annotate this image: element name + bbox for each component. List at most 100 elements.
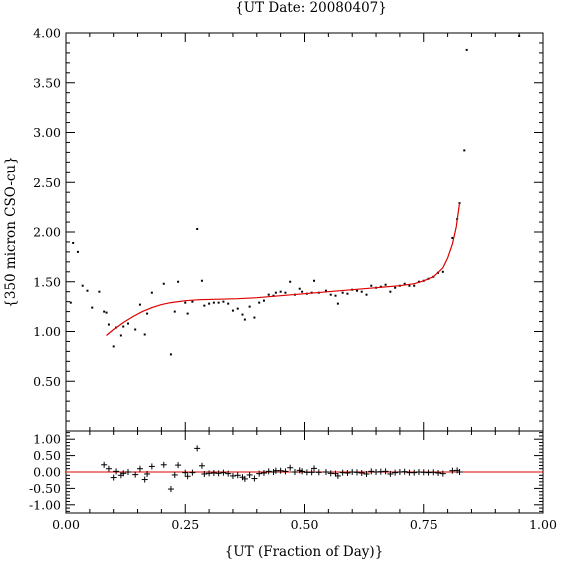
- data-point: [196, 228, 199, 231]
- residual-point: [105, 465, 112, 472]
- data-point: [76, 250, 79, 253]
- residual-point: [277, 467, 284, 474]
- residual-point: [251, 475, 258, 482]
- data-point: [284, 291, 287, 294]
- data-point: [212, 301, 215, 304]
- data-point: [267, 293, 270, 296]
- residual-point: [256, 470, 263, 477]
- data-point: [184, 301, 187, 304]
- residual-point: [358, 469, 365, 476]
- data-point: [289, 280, 292, 283]
- data-point: [91, 306, 94, 309]
- data-point: [200, 279, 203, 282]
- y-tick-label: 2.00: [33, 225, 61, 240]
- data-point: [253, 316, 256, 319]
- data-point: [98, 290, 101, 293]
- data-point: [241, 313, 244, 316]
- residual-point: [392, 469, 399, 476]
- data-point: [222, 300, 225, 303]
- data-point: [122, 325, 125, 328]
- x-tick-label: 0.75: [410, 517, 438, 532]
- residual-point: [287, 464, 294, 471]
- residual-point: [132, 471, 139, 478]
- data-point: [451, 236, 454, 239]
- data-point: [143, 333, 146, 336]
- data-point: [408, 284, 411, 287]
- residual-point: [334, 472, 341, 479]
- data-point: [465, 48, 468, 51]
- data-point: [112, 345, 115, 348]
- residual-point: [401, 468, 408, 475]
- residual-point: [194, 445, 201, 452]
- data-point: [365, 293, 368, 296]
- data-point: [248, 305, 251, 308]
- data-point: [279, 290, 282, 293]
- residual-point: [456, 469, 463, 475]
- residual-point: [368, 468, 375, 475]
- x-tick-label: 0.50: [291, 517, 319, 532]
- y-tick-label: -1.00: [29, 497, 61, 512]
- x-tick-label: 0.00: [52, 517, 80, 532]
- residual-point: [167, 486, 174, 493]
- data-point: [463, 149, 466, 152]
- data-point: [272, 294, 275, 297]
- residual-point: [241, 475, 248, 482]
- residual-point: [144, 470, 151, 477]
- residual-point: [282, 468, 289, 475]
- data-point: [324, 289, 327, 292]
- fit-curve-line: [106, 203, 461, 336]
- residual-point: [311, 465, 318, 472]
- data-point: [394, 286, 397, 289]
- data-point: [262, 299, 265, 302]
- residual-point: [215, 470, 222, 477]
- data-point: [69, 301, 72, 304]
- data-point: [81, 284, 84, 287]
- data-point: [370, 284, 373, 287]
- data-point: [169, 353, 172, 356]
- residual-point: [234, 472, 241, 479]
- data-point: [217, 301, 220, 304]
- x-tick-label: 1.00: [529, 517, 557, 532]
- data-point: [384, 283, 387, 286]
- residual-point: [220, 469, 227, 476]
- data-point: [301, 290, 304, 293]
- main-plot-frame: [65, 32, 544, 432]
- residual-point: [439, 470, 446, 477]
- residual-point: [260, 469, 267, 476]
- residual-point: [435, 469, 442, 476]
- data-point: [127, 322, 130, 325]
- data-point: [134, 328, 137, 331]
- data-point: [86, 289, 89, 292]
- residual-point: [246, 471, 253, 478]
- residual-point: [201, 470, 208, 477]
- y-tick-label: 3.00: [33, 125, 61, 140]
- residual-point: [171, 471, 178, 478]
- data-point: [334, 294, 337, 297]
- data-point: [162, 282, 165, 285]
- y-tick-label: 2.50: [33, 175, 61, 190]
- residual-point: [387, 470, 394, 477]
- y-tick-label: 0.00: [33, 465, 61, 480]
- residual-point: [225, 470, 232, 477]
- data-point: [336, 302, 339, 305]
- data-point: [72, 241, 75, 244]
- data-point: [360, 290, 363, 293]
- x-tick-label: 0.25: [171, 517, 199, 532]
- residual-point: [315, 469, 322, 476]
- residual-point: [189, 469, 196, 476]
- data-point: [389, 290, 392, 293]
- residual-point: [430, 469, 437, 476]
- data-point: [150, 291, 153, 294]
- residual-point: [182, 469, 189, 476]
- y-tick-label: 4.00: [33, 26, 61, 41]
- y-tick-label: -0.50: [29, 481, 61, 496]
- data-point: [236, 307, 239, 310]
- data-point: [346, 292, 349, 295]
- y-tick-label: 0.50: [33, 448, 61, 463]
- residual-point: [382, 468, 389, 475]
- residual-point: [120, 470, 127, 477]
- residual-plot-xlabel: {UT (Fraction of Day)}: [225, 544, 384, 560]
- data-point: [274, 291, 277, 294]
- residual-point: [110, 474, 117, 481]
- data-point: [227, 302, 230, 305]
